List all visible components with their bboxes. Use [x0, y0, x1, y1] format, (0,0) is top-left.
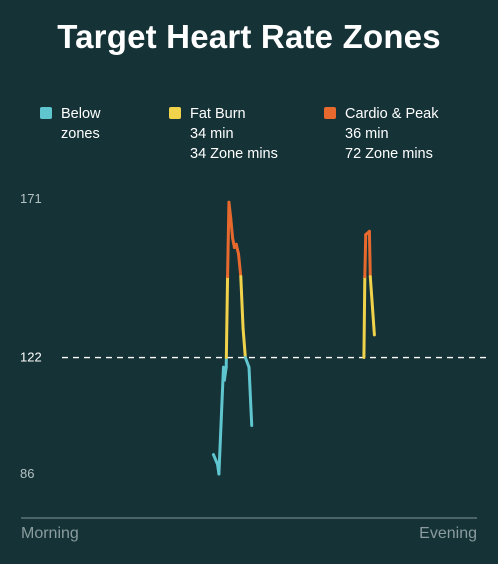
legend-cardio-peak-zone-minutes: 72 Zone mins [345, 146, 433, 162]
series-1-segment-7 [226, 200, 231, 279]
series-1-segment-14 [239, 275, 245, 330]
series-2-segment-1 [363, 233, 368, 279]
series-1-segment-15 [241, 326, 247, 360]
series-1-segment-0 [211, 453, 220, 466]
series-1-segment-16 [243, 356, 251, 369]
x-label-morning: Morning [21, 525, 79, 542]
y-tick-label-122: 122 [20, 350, 42, 365]
legend-fat-burn-zone-minutes: 34 Zone mins [190, 146, 278, 162]
series-1-segment-13 [237, 252, 243, 279]
heart-rate-series [211, 200, 376, 476]
series-1-segment-2 [217, 365, 225, 476]
series-2-segment-3 [367, 229, 372, 279]
series-1-segment-8 [227, 200, 233, 220]
x-label-evening: Evening [419, 525, 477, 542]
legend-cardio-peak-minutes: 36 min [345, 126, 389, 142]
series-2-segment-4 [368, 275, 376, 337]
series-2-segment-0 [362, 275, 367, 360]
y-axis-ticks: 171 122 86 [20, 191, 42, 481]
y-tick-label-86: 86 [20, 466, 34, 481]
legend-label-cardio-peak: Cardio & Peak [345, 106, 439, 122]
legend-swatch-below-zones [40, 107, 52, 119]
legend-swatch-cardio-peak [324, 107, 336, 119]
series-1-segment-12 [234, 242, 241, 256]
x-axis-labels: Morning Evening [21, 525, 477, 542]
legend-swatch-fat-burn [169, 107, 181, 119]
series-1-segment-6 [224, 275, 230, 360]
legend-fat-burn-minutes: 34 min [190, 126, 234, 142]
legend-label-fat-burn: Fat Burn [190, 106, 246, 122]
legend-label-below-zones-1: Below [61, 106, 101, 122]
series-1-segment-4 [222, 365, 228, 382]
y-tick-label-171: 171 [20, 191, 42, 206]
legend-label-below-zones-2: zones [61, 126, 100, 142]
series-1-segment-17 [247, 365, 254, 427]
series-1-segment-9 [229, 216, 235, 240]
chart-title: Target Heart Rate Zones [57, 18, 441, 55]
